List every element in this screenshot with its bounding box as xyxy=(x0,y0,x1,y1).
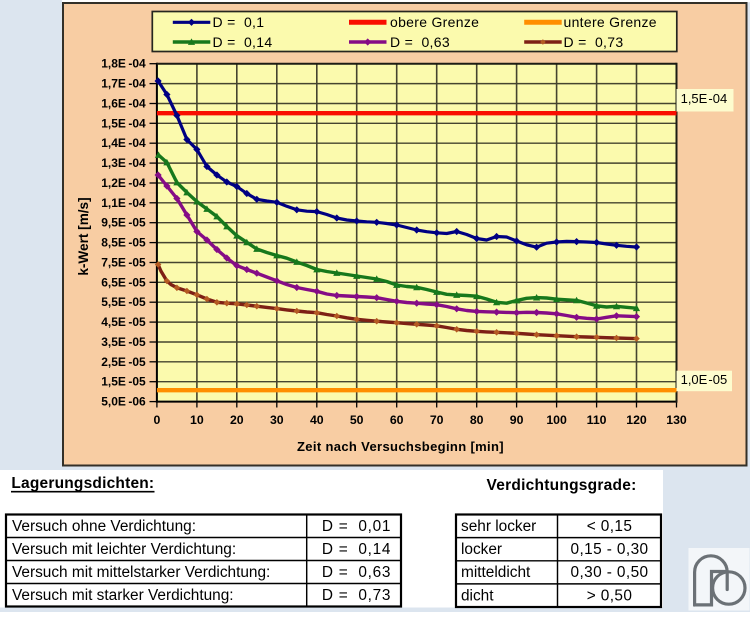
svg-text:60: 60 xyxy=(390,413,404,427)
svg-text:1,0E -05: 1,0E -05 xyxy=(681,372,728,387)
svg-text:8,5E -05: 8,5E -05 xyxy=(101,236,146,250)
svg-text:> 0,50: > 0,50 xyxy=(587,587,633,604)
svg-text:1,7E -04: 1,7E -04 xyxy=(101,77,146,91)
svg-text:D = 0,63: D = 0,63 xyxy=(322,564,391,581)
svg-text:7,5E -05: 7,5E -05 xyxy=(101,256,146,270)
svg-text:k-Wert [m/s]: k-Wert [m/s] xyxy=(76,197,91,275)
svg-text:1,1E -04: 1,1E -04 xyxy=(101,196,146,210)
svg-text:1,5E -04: 1,5E -04 xyxy=(681,91,728,106)
svg-text:Versuch mit starker Verdichtun: Versuch mit starker Verdichtung: xyxy=(12,587,234,604)
svg-text:1,5E -05: 1,5E -05 xyxy=(101,375,146,389)
svg-text:5,0E -06: 5,0E -06 xyxy=(101,395,146,409)
svg-text:100: 100 xyxy=(546,413,567,427)
svg-text:D = 0,73: D = 0,73 xyxy=(322,587,391,604)
svg-text:Versuch mit leichter Verdichtu: Versuch mit leichter Verdichtung: xyxy=(12,541,236,558)
svg-text:D = 0,14: D = 0,14 xyxy=(322,541,391,558)
svg-text:D = 0,63: D = 0,63 xyxy=(390,34,450,50)
svg-text:3,5E -05: 3,5E -05 xyxy=(101,335,146,349)
svg-text:1,8E -04: 1,8E -04 xyxy=(101,57,146,71)
svg-text:2,5E -05: 2,5E -05 xyxy=(101,355,146,369)
svg-text:Versuch ohne Verdichtung:: Versuch ohne Verdichtung: xyxy=(12,518,196,535)
svg-text:130: 130 xyxy=(666,413,687,427)
svg-text:120: 120 xyxy=(626,413,647,427)
svg-text:80: 80 xyxy=(470,413,484,427)
svg-text:40: 40 xyxy=(310,413,324,427)
svg-text:0: 0 xyxy=(153,413,160,427)
svg-text:1,2E -04: 1,2E -04 xyxy=(101,176,146,190)
svg-text:Zeit nach Versuchsbeginn [min]: Zeit nach Versuchsbeginn [min] xyxy=(297,439,504,454)
svg-text:10: 10 xyxy=(190,413,204,427)
svg-text:D = 0,14: D = 0,14 xyxy=(213,34,273,50)
svg-text:50: 50 xyxy=(350,413,364,427)
svg-text:mitteldicht: mitteldicht xyxy=(461,564,531,581)
svg-text:6,5E -05: 6,5E -05 xyxy=(101,275,146,289)
svg-text:obere Grenze: obere Grenze xyxy=(390,14,479,30)
svg-text:4,5E -05: 4,5E -05 xyxy=(101,315,146,329)
svg-text:locker: locker xyxy=(461,541,502,558)
svg-text:D = 0,1: D = 0,1 xyxy=(213,14,265,30)
svg-text:1,3E -04: 1,3E -04 xyxy=(101,156,146,170)
svg-text:70: 70 xyxy=(430,413,444,427)
svg-text:30: 30 xyxy=(270,413,284,427)
svg-text:sehr locker: sehr locker xyxy=(461,518,536,535)
svg-text:0,30 - 0,50: 0,30 - 0,50 xyxy=(571,564,649,581)
svg-text:1,5E -04: 1,5E -04 xyxy=(101,116,146,130)
svg-text:20: 20 xyxy=(230,413,244,427)
svg-text:< 0,15: < 0,15 xyxy=(587,518,633,535)
svg-text:110: 110 xyxy=(587,413,607,427)
svg-text:Versuch mit mittelstarker Verd: Versuch mit mittelstarker Verdichtung: xyxy=(12,564,270,581)
svg-text:D = 0,01: D = 0,01 xyxy=(322,518,391,535)
svg-text:0,15 - 0,30: 0,15 - 0,30 xyxy=(571,541,649,558)
svg-text:untere Grenze: untere Grenze xyxy=(564,14,657,30)
svg-text:1,6E -04: 1,6E -04 xyxy=(101,97,146,111)
svg-text:5,5E -05: 5,5E -05 xyxy=(101,295,146,309)
svg-text:9,5E -05: 9,5E -05 xyxy=(101,216,146,230)
svg-text:dicht: dicht xyxy=(461,587,494,604)
svg-text:1,4E -04: 1,4E -04 xyxy=(101,136,146,150)
svg-text:D = 0,73: D = 0,73 xyxy=(564,34,624,50)
svg-text:90: 90 xyxy=(510,413,524,427)
svg-text:Lagerungsdichten:: Lagerungsdichten: xyxy=(11,475,154,492)
svg-text:Verdichtungsgrade:: Verdichtungsgrade: xyxy=(486,477,636,494)
